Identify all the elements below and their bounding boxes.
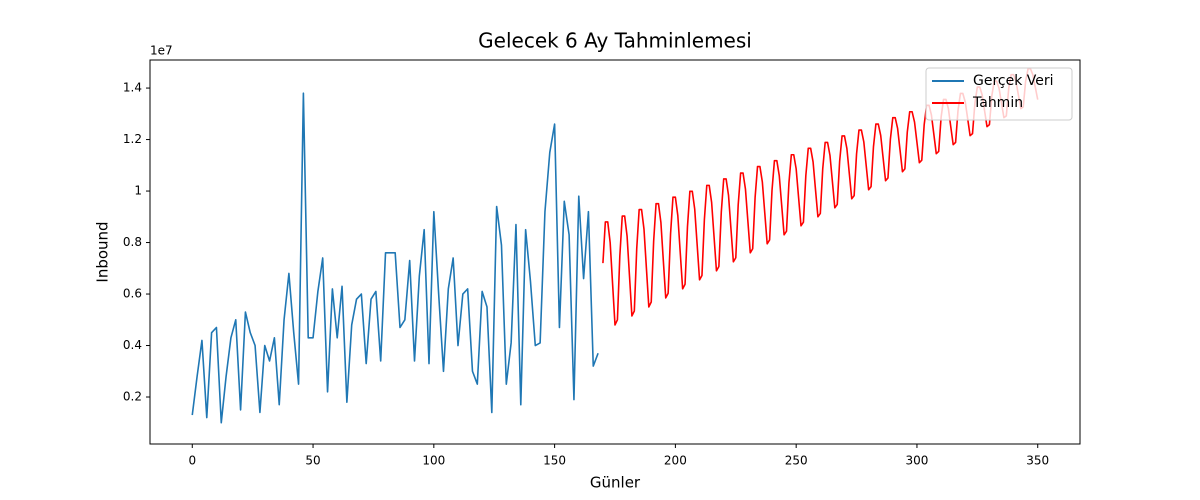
y-tick-label: 0.4 — [123, 338, 142, 352]
y-axis-label: Inbound — [94, 221, 112, 282]
y-tick-label: 1.4 — [123, 81, 142, 95]
x-tick-label: 0 — [188, 454, 196, 468]
y-tick-label: 0.2 — [123, 390, 142, 404]
x-tick-label: 100 — [422, 454, 445, 468]
plot-frame — [149, 59, 1081, 445]
x-tick-label: 150 — [543, 454, 566, 468]
x-tick-label: 200 — [664, 454, 687, 468]
y-tick-label: 1 — [134, 184, 142, 198]
data-line — [191, 92, 599, 424]
y-offset-label: 1e7 — [150, 44, 173, 58]
legend-label: Tahmin — [972, 95, 1023, 111]
legend-label: Gerçek Veri — [973, 73, 1054, 89]
x-tick-label: 350 — [1026, 454, 1049, 468]
x-axis-label: Günler — [590, 474, 641, 492]
y-tick-label: 0.6 — [123, 287, 142, 301]
y-tick-label: 1.2 — [123, 132, 142, 146]
y-tick-label: 0.8 — [123, 235, 142, 249]
x-tick-label: 250 — [785, 454, 808, 468]
chart-title: Gelecek 6 Ay Tahminlemesi — [478, 29, 752, 53]
x-tick-label: 300 — [905, 454, 928, 468]
x-tick-label: 50 — [305, 454, 320, 468]
